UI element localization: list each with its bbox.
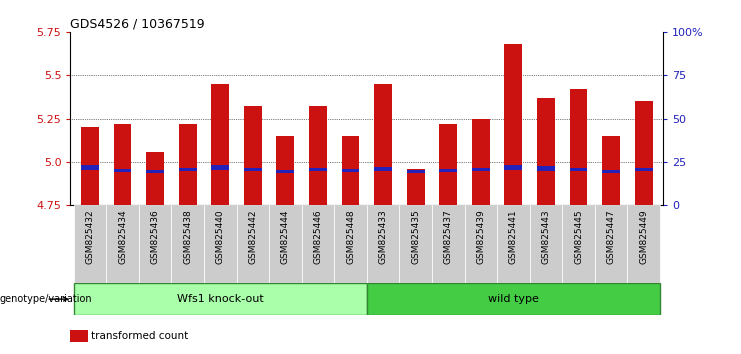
Bar [244, 168, 262, 171]
Bar [81, 127, 99, 205]
Bar [635, 168, 653, 171]
Bar [309, 168, 327, 171]
Bar [374, 84, 392, 205]
Text: GSM825443: GSM825443 [542, 209, 551, 264]
Text: GSM825448: GSM825448 [346, 209, 355, 264]
Bar [269, 205, 302, 283]
Bar [276, 170, 294, 173]
Bar [497, 205, 530, 283]
Bar [530, 205, 562, 283]
Bar [505, 165, 522, 170]
Bar [439, 124, 457, 205]
Text: wild type: wild type [488, 294, 539, 304]
Bar [113, 169, 131, 172]
Text: GSM825445: GSM825445 [574, 209, 583, 264]
Bar [276, 136, 294, 205]
Bar [595, 205, 628, 283]
Text: GSM825446: GSM825446 [313, 209, 322, 264]
Bar [179, 168, 196, 171]
Bar [570, 168, 588, 171]
Text: GSM825437: GSM825437 [444, 209, 453, 264]
Bar [73, 283, 367, 315]
Bar [309, 107, 327, 205]
Bar [171, 205, 204, 283]
Bar [570, 89, 588, 205]
Bar [537, 166, 555, 171]
Text: GSM825434: GSM825434 [118, 209, 127, 264]
Bar [81, 165, 99, 170]
Text: GSM825442: GSM825442 [248, 209, 257, 264]
Bar [70, 330, 88, 342]
Bar [236, 205, 269, 283]
Bar [334, 205, 367, 283]
Bar [73, 205, 106, 283]
Bar [367, 205, 399, 283]
Bar [146, 152, 164, 205]
Bar [505, 44, 522, 205]
Bar [472, 168, 490, 171]
Text: GSM825432: GSM825432 [85, 209, 94, 264]
Bar [302, 205, 334, 283]
Bar [635, 101, 653, 205]
Bar [407, 170, 425, 173]
Text: GSM825440: GSM825440 [216, 209, 225, 264]
Text: GSM825441: GSM825441 [509, 209, 518, 264]
Bar [465, 205, 497, 283]
Bar [602, 136, 620, 205]
Bar [374, 167, 392, 171]
Bar [439, 169, 457, 172]
Bar [407, 169, 425, 205]
Text: GSM825436: GSM825436 [150, 209, 159, 264]
Bar [602, 170, 620, 173]
Bar [537, 98, 555, 205]
Bar [244, 107, 262, 205]
Text: GSM825447: GSM825447 [607, 209, 616, 264]
Text: GSM825449: GSM825449 [639, 209, 648, 264]
Text: Wfs1 knock-out: Wfs1 knock-out [177, 294, 264, 304]
Bar [139, 205, 171, 283]
Text: GSM825439: GSM825439 [476, 209, 485, 264]
Bar [432, 205, 465, 283]
Bar [106, 205, 139, 283]
Bar [342, 169, 359, 172]
Bar [472, 119, 490, 205]
Bar [211, 84, 229, 205]
Text: GSM825433: GSM825433 [379, 209, 388, 264]
Text: transformed count: transformed count [91, 331, 188, 341]
Bar [562, 205, 595, 283]
Bar [367, 283, 660, 315]
Text: GSM825435: GSM825435 [411, 209, 420, 264]
Text: GSM825438: GSM825438 [183, 209, 192, 264]
Bar [211, 165, 229, 170]
Bar [399, 205, 432, 283]
Bar [179, 124, 196, 205]
Text: GDS4526 / 10367519: GDS4526 / 10367519 [70, 18, 205, 31]
Bar [113, 124, 131, 205]
Text: GSM825444: GSM825444 [281, 209, 290, 264]
Text: genotype/variation: genotype/variation [0, 294, 93, 304]
Bar [342, 136, 359, 205]
Bar [146, 170, 164, 173]
Bar [204, 205, 236, 283]
Bar [628, 205, 660, 283]
